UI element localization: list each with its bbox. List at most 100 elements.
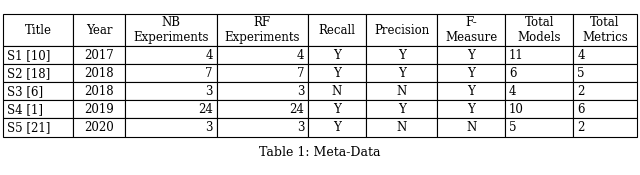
Text: 2: 2 bbox=[577, 121, 584, 134]
Bar bbox=[437, 118, 506, 136]
Text: 2020: 2020 bbox=[84, 121, 114, 134]
Text: N: N bbox=[397, 85, 407, 98]
Bar bbox=[73, 14, 125, 46]
Bar bbox=[437, 64, 506, 82]
Text: 7: 7 bbox=[205, 67, 213, 80]
Text: 5: 5 bbox=[509, 121, 516, 134]
Bar bbox=[125, 100, 217, 118]
Text: 2018: 2018 bbox=[84, 85, 114, 98]
Bar bbox=[125, 64, 217, 82]
Text: Y: Y bbox=[467, 103, 475, 116]
Text: 2018: 2018 bbox=[84, 67, 114, 80]
Text: 3: 3 bbox=[297, 85, 304, 98]
Bar bbox=[217, 82, 308, 100]
Text: Y: Y bbox=[333, 49, 341, 62]
Bar bbox=[217, 118, 308, 136]
Text: Y: Y bbox=[397, 67, 406, 80]
Text: Y: Y bbox=[397, 49, 406, 62]
Text: 4: 4 bbox=[577, 49, 585, 62]
Bar bbox=[366, 100, 437, 118]
Text: Recall: Recall bbox=[319, 24, 355, 37]
Text: 3: 3 bbox=[205, 85, 213, 98]
Bar bbox=[437, 82, 506, 100]
Text: Year: Year bbox=[86, 24, 113, 37]
Text: 11: 11 bbox=[509, 49, 524, 62]
Text: N: N bbox=[466, 121, 476, 134]
Text: S1 [10]: S1 [10] bbox=[7, 49, 51, 62]
Text: 7: 7 bbox=[297, 67, 304, 80]
Text: Y: Y bbox=[467, 85, 475, 98]
Bar bbox=[73, 82, 125, 100]
Bar bbox=[308, 64, 366, 82]
Bar bbox=[437, 46, 506, 64]
Bar bbox=[506, 100, 573, 118]
Text: Y: Y bbox=[333, 103, 341, 116]
Text: 3: 3 bbox=[297, 121, 304, 134]
Text: Total
Models: Total Models bbox=[518, 16, 561, 44]
Bar bbox=[73, 100, 125, 118]
Bar bbox=[573, 46, 637, 64]
Text: Y: Y bbox=[467, 67, 475, 80]
Bar bbox=[3, 14, 73, 46]
Text: Table 1: Meta-Data: Table 1: Meta-Data bbox=[259, 146, 381, 159]
Bar bbox=[308, 100, 366, 118]
Bar bbox=[573, 64, 637, 82]
Text: S2 [18]: S2 [18] bbox=[7, 67, 51, 80]
Bar bbox=[506, 46, 573, 64]
Bar bbox=[3, 64, 73, 82]
Text: 6: 6 bbox=[509, 67, 516, 80]
Bar bbox=[437, 14, 506, 46]
Bar bbox=[366, 118, 437, 136]
Text: Y: Y bbox=[467, 49, 475, 62]
Bar bbox=[217, 64, 308, 82]
Bar bbox=[217, 46, 308, 64]
Bar bbox=[573, 82, 637, 100]
Text: 10: 10 bbox=[509, 103, 524, 116]
Bar bbox=[366, 14, 437, 46]
Text: 2: 2 bbox=[577, 85, 584, 98]
Bar bbox=[506, 14, 573, 46]
Bar bbox=[125, 118, 217, 136]
Bar bbox=[437, 100, 506, 118]
Bar bbox=[366, 64, 437, 82]
Text: 24: 24 bbox=[289, 103, 304, 116]
Text: Y: Y bbox=[397, 103, 406, 116]
Text: 6: 6 bbox=[577, 103, 585, 116]
Bar bbox=[308, 82, 366, 100]
Bar bbox=[308, 46, 366, 64]
Text: S3 [6]: S3 [6] bbox=[7, 85, 43, 98]
Bar bbox=[366, 46, 437, 64]
Bar bbox=[125, 14, 217, 46]
Bar bbox=[217, 14, 308, 46]
Bar bbox=[308, 118, 366, 136]
Text: N: N bbox=[332, 85, 342, 98]
Bar bbox=[3, 118, 73, 136]
Bar bbox=[506, 118, 573, 136]
Bar bbox=[573, 14, 637, 46]
Bar bbox=[506, 82, 573, 100]
Text: N: N bbox=[397, 121, 407, 134]
Text: 5: 5 bbox=[577, 67, 585, 80]
Text: 2017: 2017 bbox=[84, 49, 114, 62]
Bar bbox=[73, 64, 125, 82]
Text: RF
Experiments: RF Experiments bbox=[225, 16, 300, 44]
Text: S4 [1]: S4 [1] bbox=[7, 103, 43, 116]
Bar bbox=[3, 82, 73, 100]
Bar bbox=[125, 46, 217, 64]
Text: Precision: Precision bbox=[374, 24, 429, 37]
Text: Total
Metrics: Total Metrics bbox=[582, 16, 628, 44]
Bar bbox=[125, 82, 217, 100]
Text: Title: Title bbox=[24, 24, 51, 37]
Text: 4: 4 bbox=[205, 49, 213, 62]
Bar bbox=[217, 100, 308, 118]
Bar bbox=[3, 100, 73, 118]
Text: Y: Y bbox=[333, 121, 341, 134]
Text: 24: 24 bbox=[198, 103, 213, 116]
Bar bbox=[573, 118, 637, 136]
Text: 4: 4 bbox=[297, 49, 304, 62]
Bar bbox=[3, 46, 73, 64]
Bar bbox=[308, 14, 366, 46]
Text: Y: Y bbox=[333, 67, 341, 80]
Text: S5 [21]: S5 [21] bbox=[7, 121, 51, 134]
Text: F-
Measure: F- Measure bbox=[445, 16, 497, 44]
